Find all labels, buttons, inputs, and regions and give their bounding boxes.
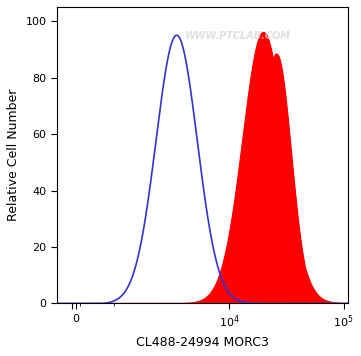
Text: WWW.PTCLAB.COM: WWW.PTCLAB.COM — [184, 31, 291, 41]
X-axis label: CL488-24994 MORC3: CL488-24994 MORC3 — [136, 336, 269, 349]
Y-axis label: Relative Cell Number: Relative Cell Number — [7, 89, 20, 221]
